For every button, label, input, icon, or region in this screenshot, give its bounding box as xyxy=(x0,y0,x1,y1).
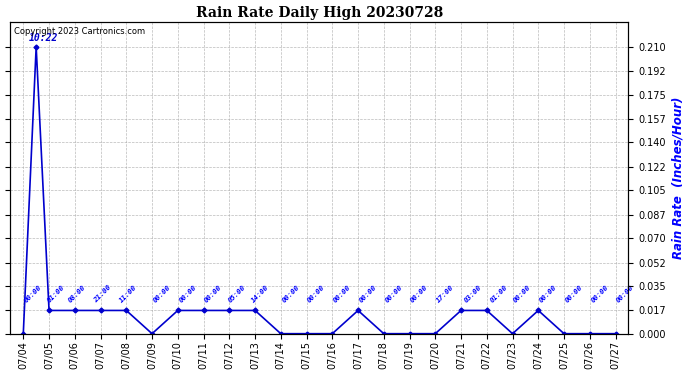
Text: 00:00: 00:00 xyxy=(152,284,172,304)
Text: 00:00: 00:00 xyxy=(178,284,197,304)
Text: 10:22: 10:22 xyxy=(28,33,58,43)
Text: 17:00: 17:00 xyxy=(435,284,455,304)
Y-axis label: Rain Rate  (Inches/Hour): Rain Rate (Inches/Hour) xyxy=(671,97,684,259)
Text: 00:00: 00:00 xyxy=(590,284,609,304)
Text: 00:00: 00:00 xyxy=(333,284,352,304)
Text: Copyright 2023 Cartronics.com: Copyright 2023 Cartronics.com xyxy=(14,27,145,36)
Text: 11:00: 11:00 xyxy=(119,284,138,304)
Text: 01:00: 01:00 xyxy=(489,284,509,304)
Text: 00:00: 00:00 xyxy=(281,284,301,304)
Text: 00:00: 00:00 xyxy=(615,284,635,304)
Text: 08:00: 08:00 xyxy=(67,284,87,304)
Text: 00:00: 00:00 xyxy=(358,284,377,304)
Text: 03:00: 03:00 xyxy=(464,284,483,304)
Text: 00:00: 00:00 xyxy=(513,284,532,304)
Text: 00:00: 00:00 xyxy=(306,284,326,304)
Text: 05:00: 05:00 xyxy=(227,284,246,304)
Text: 00:00: 00:00 xyxy=(538,284,558,304)
Title: Rain Rate Daily High 20230728: Rain Rate Daily High 20230728 xyxy=(196,6,443,20)
Text: 21:00: 21:00 xyxy=(93,284,112,304)
Text: 00:00: 00:00 xyxy=(564,284,584,304)
Text: 00:00: 00:00 xyxy=(410,284,429,304)
Text: 00:00: 00:00 xyxy=(23,284,43,304)
Text: 01:00: 01:00 xyxy=(46,284,66,304)
Text: 00:00: 00:00 xyxy=(384,284,404,304)
Text: 00:00: 00:00 xyxy=(204,284,224,304)
Text: 14:00: 14:00 xyxy=(250,284,270,304)
